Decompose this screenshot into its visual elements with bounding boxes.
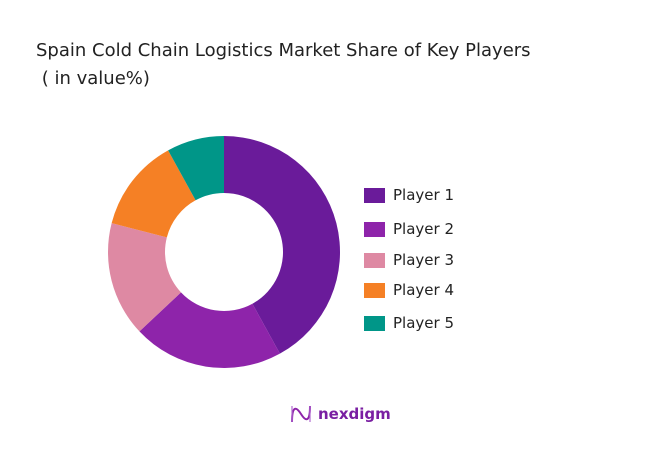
legend-swatch [364, 282, 385, 298]
slice-player-3 [108, 223, 181, 332]
legend-label: Player 2 [393, 220, 454, 238]
legend-label: Player 1 [393, 186, 454, 204]
legend-label: Player 5 [393, 314, 454, 332]
legend-swatch [364, 315, 385, 331]
legend-item: Player 3 [364, 251, 454, 269]
slice-player-4 [111, 150, 196, 238]
brand-name: nexdigm [318, 405, 391, 423]
legend-item: Player 1 [364, 186, 454, 204]
slice-player-1 [224, 136, 340, 354]
slice-player-5 [168, 136, 224, 201]
legend-item: Player 4 [364, 281, 454, 299]
legend-swatch [364, 221, 385, 237]
legend-swatch [364, 187, 385, 203]
legend-item: Player 5 [364, 314, 454, 332]
legend-label: Player 3 [393, 251, 454, 269]
nexdigm-logo: nexdigm [290, 404, 391, 424]
chart-title: Spain Cold Chain Logistics Market Share … [36, 40, 531, 61]
legend-swatch [364, 252, 385, 268]
chart-subtitle: ( in value%) [36, 68, 150, 89]
legend-item: Player 2 [364, 220, 454, 238]
nexdigm-logo-icon [291, 405, 311, 423]
legend-label: Player 4 [393, 281, 454, 299]
slice-player-2 [139, 292, 280, 368]
